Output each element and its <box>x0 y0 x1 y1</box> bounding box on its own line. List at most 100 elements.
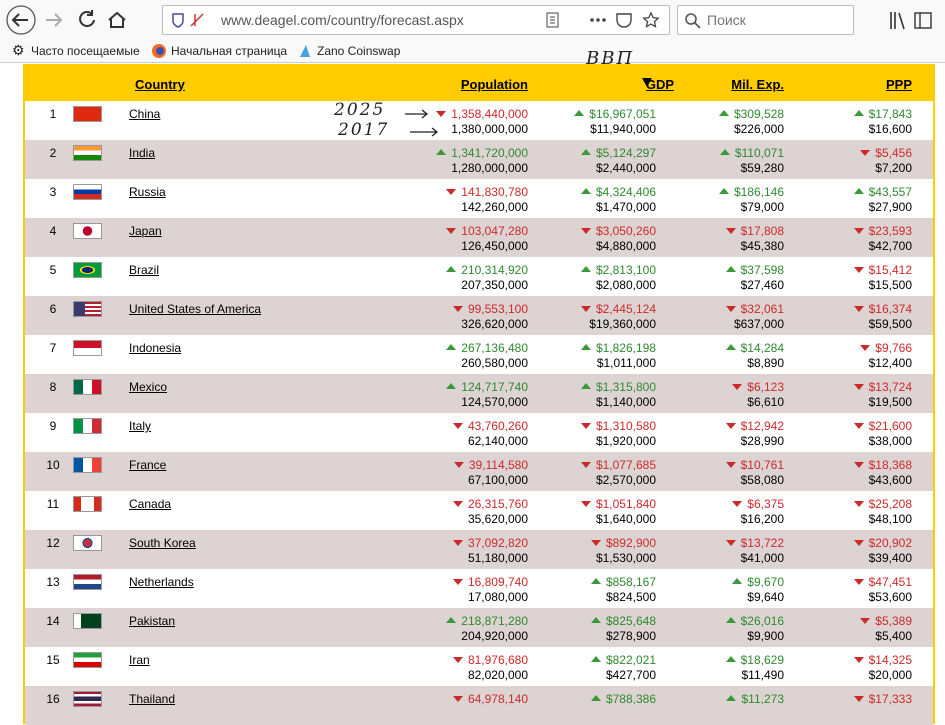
trend-up <box>581 344 591 350</box>
column-header[interactable]: Country <box>135 77 185 92</box>
forecast-value: $25,208 <box>868 497 912 511</box>
country-link[interactable]: Canada <box>129 497 172 511</box>
page-actions[interactable] <box>543 11 663 29</box>
trend-up <box>446 266 456 272</box>
country-link[interactable]: Italy <box>129 419 152 433</box>
current-value: $637,000 <box>733 317 784 331</box>
search-box[interactable]: Поиск <box>677 5 854 35</box>
country-link[interactable]: Iran <box>129 653 150 667</box>
flag <box>73 691 102 707</box>
forecast-value: 1,341,720,000 <box>451 146 528 160</box>
country-link[interactable]: Brazil <box>129 263 160 277</box>
rank: 1 <box>49 107 57 121</box>
current-value: $79,000 <box>740 200 784 214</box>
trend-down <box>453 579 463 585</box>
country-link[interactable]: China <box>129 107 161 121</box>
table-row: 13 Netherlands 16,809,740 17,080,000 $858,16… <box>25 569 933 608</box>
current-value: 204,920,000 <box>461 629 528 643</box>
library-icons[interactable] <box>885 10 945 32</box>
current-value: 326,620,000 <box>461 317 528 331</box>
country-link[interactable]: Indonesia <box>129 341 182 355</box>
trend-down <box>854 462 864 468</box>
current-value: $19,360,000 <box>589 317 656 331</box>
trend-down <box>854 540 864 546</box>
forecast-value: $32,061 <box>740 302 784 316</box>
trend-up <box>726 656 736 662</box>
country-link[interactable]: Japan <box>129 224 162 238</box>
rank: 11 <box>46 497 60 511</box>
forecast-value: $16,967,051 <box>589 107 656 121</box>
current-value: 207,350,000 <box>461 278 528 292</box>
current-value: 1,380,000,000 <box>451 122 528 136</box>
column-header[interactable]: GDP <box>645 77 674 92</box>
forecast-value: $110,071 <box>734 146 784 160</box>
country-link[interactable]: Russia <box>129 185 166 199</box>
bookmark[interactable]: Часто посещаемые <box>31 44 140 58</box>
trend-up <box>446 344 456 350</box>
country-link[interactable]: South Korea <box>129 536 196 550</box>
security-icons <box>172 13 204 28</box>
country-link[interactable]: United States of America <box>129 302 262 316</box>
forecast-value: 124,717,740 <box>461 380 528 394</box>
trend-down <box>581 423 591 429</box>
current-value: $20,000 <box>868 668 912 682</box>
bookmarks-bar: ⚙ Часто посещаемые Начальная страница Za… <box>0 40 945 63</box>
trend-up <box>732 578 742 584</box>
forecast-value: $822,021 <box>605 653 656 667</box>
trend-down <box>581 306 591 312</box>
flag <box>73 379 102 395</box>
current-value: 67,100,000 <box>467 473 528 487</box>
country-link[interactable]: India <box>129 146 156 160</box>
forecast-value: 210,314,920 <box>461 263 528 277</box>
trend-down <box>854 384 864 390</box>
bookmark[interactable]: Начальная страница <box>171 44 288 58</box>
trend-down <box>581 228 591 234</box>
forecast-value: 64,978,140 <box>467 692 528 706</box>
column-header[interactable]: Population <box>460 77 528 92</box>
annotation: 2025 <box>334 100 386 120</box>
country-link[interactable]: Mexico <box>129 380 168 394</box>
trend-down <box>453 657 463 663</box>
country-link[interactable]: Pakistan <box>129 614 176 628</box>
bookmark[interactable]: Zano Coinswap <box>317 44 401 58</box>
annotation: ВВП <box>586 48 635 69</box>
nav-buttons[interactable] <box>0 0 160 40</box>
trend-down <box>854 696 864 702</box>
forecast-value: $5,389 <box>875 614 912 628</box>
trend-up <box>581 266 591 272</box>
current-value: $45,380 <box>740 239 784 253</box>
forecast-value: $13,722 <box>740 536 784 550</box>
zano-icon <box>300 45 310 57</box>
trend-up <box>726 695 736 701</box>
trend-down <box>732 384 742 390</box>
trend-down <box>854 228 864 234</box>
forecast-value: $825,648 <box>605 614 656 628</box>
forecast-value: $16,374 <box>868 302 912 316</box>
flag <box>73 496 102 512</box>
trend-up <box>591 695 601 701</box>
column-header[interactable]: PPP <box>885 77 912 92</box>
country-link[interactable]: Netherlands <box>129 575 194 589</box>
trend-up <box>581 149 591 155</box>
rank: 16 <box>46 692 60 706</box>
forecast-value: $788,386 <box>605 692 656 706</box>
trend-down <box>726 462 736 468</box>
column-header[interactable]: Mil. Exp. <box>731 77 784 92</box>
forecast-value: $13,724 <box>868 380 912 394</box>
current-value: $1,920,000 <box>595 434 656 448</box>
current-value: $7,200 <box>875 161 912 175</box>
rank: 13 <box>46 575 60 589</box>
forecast-value: $18,368 <box>868 458 912 472</box>
forecast-value: $3,050,260 <box>595 224 656 238</box>
trend-up <box>591 656 601 662</box>
forecast-value: 218,871,280 <box>461 614 528 628</box>
table-row: 11 Canada 26,315,760 35,620,000 $1,051,840 $1… <box>25 491 933 530</box>
forecast-value: $20,902 <box>868 536 912 550</box>
current-value: 142,260,000 <box>461 200 528 214</box>
trend-up <box>720 149 730 155</box>
forecast-value: $2,445,124 <box>595 302 656 316</box>
country-link[interactable]: Thailand <box>129 692 176 706</box>
country-link[interactable]: France <box>129 458 167 472</box>
url-bar[interactable]: www.deagel.com/country/forecast.aspx <box>162 5 670 35</box>
current-value: $427,700 <box>605 668 656 682</box>
